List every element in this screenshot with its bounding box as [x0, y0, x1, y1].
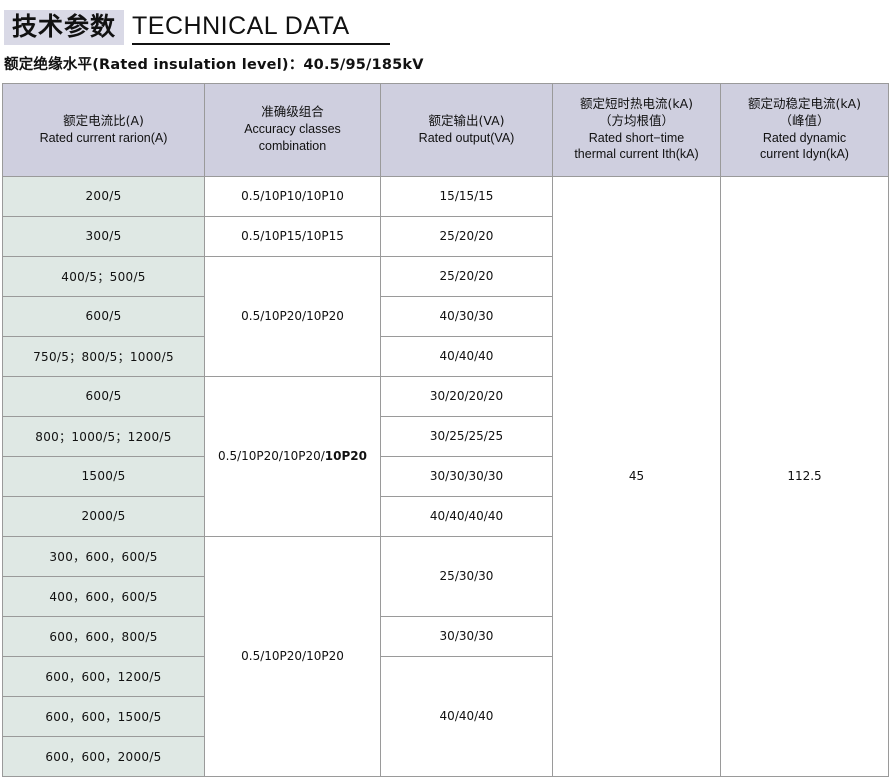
- cell-rated-output: 25/20/20: [380, 255, 553, 297]
- header-line-en: Rated dynamic: [762, 130, 847, 145]
- cell-rated-output: 30/30/30: [380, 615, 553, 657]
- header-line-en2: current Idyn(kA): [760, 147, 849, 162]
- table-row: 400/5；500/5 0.5/10P20/10P20 25/20/20: [2, 255, 889, 377]
- table-row: 300，600，600/5 0.5/10P20/10P20 25/30/30: [2, 535, 889, 777]
- cell-rated-output: 30/25/25/25: [380, 415, 553, 457]
- cell-rated-output: 40/30/30: [380, 295, 553, 337]
- table-row: 750/5；800/5；1000/5 40/40/40: [2, 335, 889, 377]
- header-line-cn: 额定动稳定电流(kA): [747, 95, 862, 111]
- cell-rated-current-ratio: 750/5；800/5；1000/5: [2, 335, 205, 377]
- page-title-en-underline: TECHNICAL DATA: [132, 12, 390, 45]
- table-row: 600/5 40/30/30: [2, 295, 889, 337]
- cell-accuracy-classes: 0.5/10P20/10P20: [204, 255, 381, 377]
- header-line-en2: thermal current Ith(kA): [574, 147, 699, 162]
- col-header-rated-output: 额定输出(VA) Rated output(VA): [380, 82, 553, 177]
- header-line-cn: 额定输出(VA): [428, 112, 505, 128]
- cell-accuracy-classes: 0.5/10P20/10P20: [204, 535, 381, 777]
- cell-rated-current-ratio: 600，600，1200/5: [2, 655, 205, 697]
- cell-rated-output: 30/20/20/20: [380, 375, 553, 417]
- cell-rated-current-ratio: 300/5: [2, 215, 205, 257]
- insulation-level-subtitle: 额定绝缘水平(Rated insulation level)：40.5/95/1…: [4, 56, 424, 73]
- page-title-en: TECHNICAL DATA: [132, 11, 350, 40]
- table-row: 400，600，600/5: [2, 575, 889, 617]
- table-row: 1500/5 30/30/30/30: [2, 455, 889, 497]
- cell-rated-current-ratio: 600，600，1500/5: [2, 695, 205, 737]
- col-header-accuracy-classes: 准确级组合 Accuracy classes combination: [204, 82, 381, 177]
- cell-rated-output: 40/40/40: [380, 655, 553, 777]
- table-header-row: 额定电流比(A) Rated current rarion(A) 准确级组合 A…: [2, 82, 889, 177]
- page-header: 技术参数 TECHNICAL DATA: [0, 0, 890, 45]
- cell-rated-current-ratio: 600/5: [2, 375, 205, 417]
- cell-rated-current-ratio: 600/5: [2, 295, 205, 337]
- col-header-thermal-current: 额定短时热电流(kA) （方均根值） Rated short−time ther…: [552, 82, 721, 177]
- header-line-en: Rated output(VA): [418, 130, 515, 145]
- table-body: 200/5 0.5/10P10/10P10 15/15/15 45 112.5 300/5…: [2, 175, 889, 777]
- cell-rated-current-ratio: 600，600，800/5: [2, 615, 205, 657]
- cell-dynamic-current: 112.5: [720, 175, 889, 777]
- cell-rated-current-ratio: 600，600，2000/5: [2, 735, 205, 777]
- table-row: 200/5 0.5/10P10/10P10 15/15/15 45 112.5: [2, 175, 889, 777]
- cell-accuracy-classes: 0.5/10P15/10P15: [204, 215, 381, 257]
- cell-rated-output: 40/40/40/40: [380, 495, 553, 537]
- cell-rated-output: 15/15/15: [380, 175, 553, 217]
- page-title-cn: 技术参数: [4, 10, 125, 45]
- header-line-cn: 准确级组合: [261, 104, 324, 120]
- cell-accuracy-classes: 0.5/10P20/10P20/10P20: [204, 375, 381, 537]
- accuracy-bold-segment: 10P20: [324, 449, 367, 463]
- cell-accuracy-classes: 0.5/10P10/10P10: [204, 175, 381, 217]
- header-line-en: Rated short−time: [588, 130, 685, 145]
- header-line-cn2: （峰值）: [779, 112, 830, 128]
- cell-rated-output: 25/20/20: [380, 215, 553, 257]
- header-line-cn2: （方均根值）: [598, 112, 674, 128]
- cell-rated-current-ratio: 800；1000/5；1200/5: [2, 415, 205, 457]
- cell-rated-current-ratio: 400，600，600/5: [2, 575, 205, 617]
- table-row: 300/5 0.5/10P15/10P15 25/20/20: [2, 215, 889, 257]
- col-header-dynamic-current: 额定动稳定电流(kA) （峰值） Rated dynamic current I…: [720, 82, 889, 177]
- table-row: 600，600，800/5 30/30/30: [2, 615, 889, 657]
- cell-rated-current-ratio: 400/5；500/5: [2, 255, 205, 297]
- cell-rated-current-ratio: 1500/5: [2, 455, 205, 497]
- header-line-en: Rated current rarion(A): [39, 130, 168, 145]
- header-line-en2: combination: [258, 138, 327, 153]
- cell-rated-current-ratio: 200/5: [2, 175, 205, 217]
- table-row: 600/5 0.5/10P20/10P20/10P20 30/20/20/20: [2, 375, 889, 537]
- cell-rated-output: 40/40/40: [380, 335, 553, 377]
- cell-rated-output: 30/30/30/30: [380, 455, 553, 497]
- cell-rated-output: 25/30/30: [380, 535, 553, 617]
- header-line-en: Accuracy classes: [244, 122, 341, 137]
- cell-rated-current-ratio: 300，600，600/5: [2, 535, 205, 577]
- cell-thermal-current: 45: [552, 175, 721, 777]
- header-line-cn: 额定电流比(A): [63, 112, 144, 128]
- cell-rated-current-ratio: 2000/5: [2, 495, 205, 537]
- technical-data-table: 额定电流比(A) Rated current rarion(A) 准确级组合 A…: [2, 82, 889, 777]
- table-row: 2000/5 40/40/40/40: [2, 495, 889, 537]
- col-header-rated-current-ratio: 额定电流比(A) Rated current rarion(A): [2, 82, 205, 177]
- header-line-cn: 额定短时热电流(kA): [579, 95, 694, 111]
